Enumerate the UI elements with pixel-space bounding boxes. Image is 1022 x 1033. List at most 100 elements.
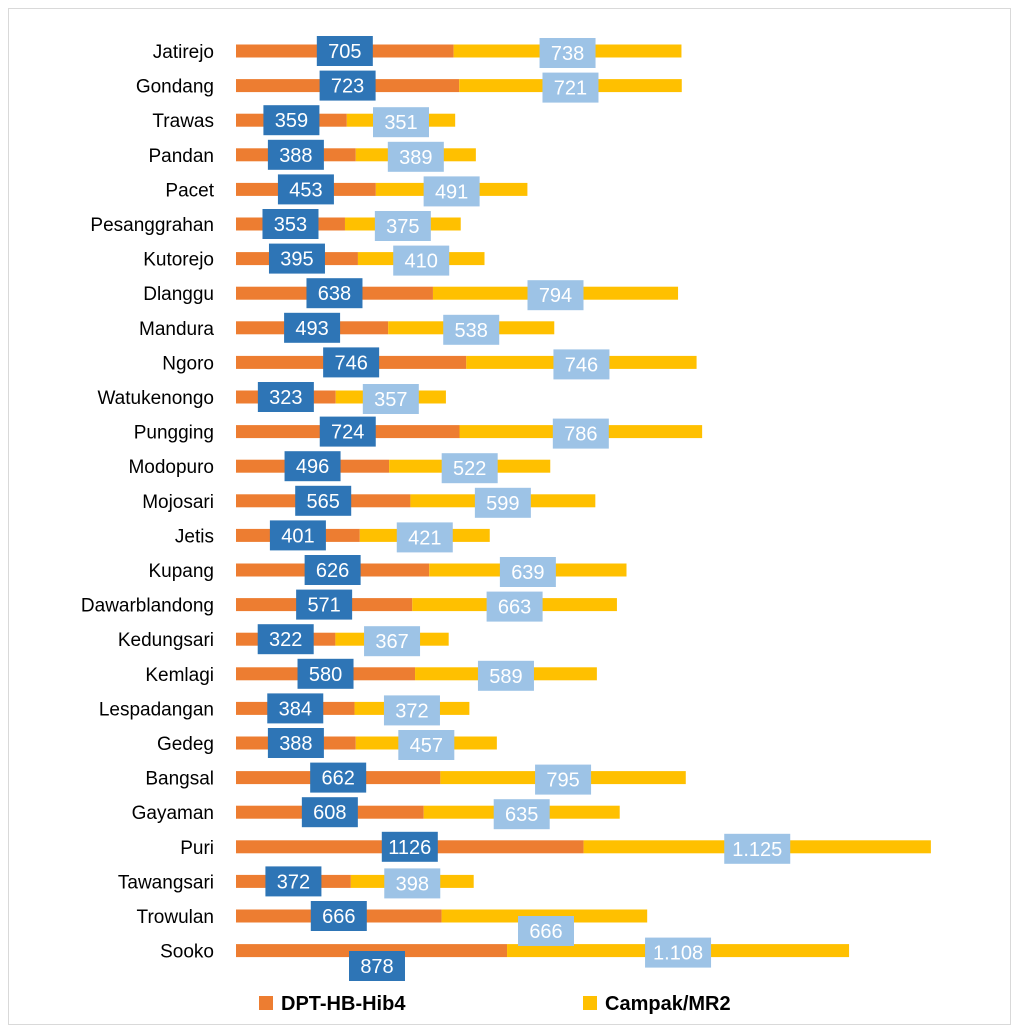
data-label-dpt: 388 (279, 733, 312, 755)
data-label-campak: 357 (374, 389, 407, 411)
category-label: Mandura (139, 319, 214, 340)
data-label-dpt: 384 (279, 698, 312, 720)
legend-label-campak: Campak/MR2 (605, 993, 731, 1015)
category-label: Tawangsari (118, 872, 214, 893)
data-label-dpt: 565 (307, 491, 340, 513)
data-label-dpt: 395 (280, 249, 313, 271)
data-label-box-campak (493, 799, 550, 830)
data-label-box-campak (474, 487, 531, 518)
data-label-box-dpt (295, 485, 352, 516)
data-label-campak: 1.125 (732, 839, 782, 861)
data-label-box-campak (645, 937, 712, 968)
data-label-campak: 794 (539, 285, 572, 307)
category-label: Pacet (165, 180, 214, 201)
data-label-box-dpt (267, 728, 324, 758)
data-label-box-dpt (277, 174, 334, 205)
data-label-dpt: 493 (295, 318, 328, 340)
data-label-dpt: 724 (331, 422, 364, 444)
category-label: Puri (180, 838, 214, 859)
data-label-dpt: 723 (331, 76, 364, 98)
data-label-dpt: 626 (316, 560, 349, 582)
data-label-dpt: 662 (321, 768, 354, 790)
data-label-dpt: 496 (296, 456, 329, 478)
data-label-campak: 639 (511, 562, 544, 584)
data-label-dpt: 878 (360, 956, 393, 978)
data-label-box-dpt (267, 139, 324, 170)
data-label-box-dpt (323, 347, 380, 378)
data-label-dpt: 608 (313, 802, 346, 824)
data-label-box-campak (443, 314, 500, 345)
data-label-box-campak (423, 176, 480, 207)
data-label-box-campak (441, 453, 498, 484)
data-label-box-dpt (306, 278, 363, 309)
data-label-campak: 389 (399, 147, 432, 169)
data-label-campak: 372 (395, 700, 428, 722)
data-label-box-campak (364, 626, 421, 657)
data-label-box-dpt (310, 901, 367, 931)
data-label-box-campak (539, 38, 596, 68)
data-label-campak: 421 (408, 527, 441, 549)
data-label-dpt: 359 (275, 110, 308, 132)
category-label: Bangsal (145, 769, 214, 790)
legend-swatch-campak (583, 996, 597, 1010)
legend-label-dpt: DPT-HB-Hib4 (281, 993, 406, 1015)
category-label: Dawarblandong (81, 596, 214, 617)
category-label: Gondang (136, 77, 214, 98)
data-label-dpt: 1126 (388, 837, 431, 859)
category-label: Kedungsari (118, 630, 214, 651)
category-label: Gayaman (132, 803, 214, 824)
data-label-dpt: 353 (274, 214, 307, 236)
data-label-campak: 666 (529, 921, 562, 943)
data-label-campak: 786 (564, 424, 597, 446)
category-label: Pesanggrahan (90, 215, 214, 236)
data-label-campak: 663 (498, 597, 531, 619)
data-label-box-dpt (296, 589, 353, 620)
data-label-box-campak (387, 141, 444, 172)
data-label-box-campak (552, 418, 609, 449)
data-label-campak: 351 (384, 112, 417, 134)
category-label: Trawas (152, 111, 214, 132)
data-label-box-dpt (284, 312, 341, 343)
category-label: Gedeg (157, 734, 214, 755)
data-label-box-dpt (297, 658, 354, 689)
data-label-campak: 457 (410, 735, 443, 757)
category-label: Kemlagi (145, 665, 214, 686)
category-label: Trowulan (137, 907, 214, 928)
data-label-campak: 721 (554, 78, 587, 100)
data-label-box-campak (396, 522, 453, 553)
data-label-campak: 795 (546, 770, 579, 792)
data-label-campak: 491 (435, 181, 468, 203)
data-label-dpt: 580 (309, 664, 342, 686)
data-label-box-dpt (301, 797, 358, 828)
data-label-box-dpt (381, 831, 438, 862)
category-label: Kutorejo (143, 250, 214, 271)
category-label: Sooko (160, 942, 214, 963)
data-label-campak: 1.108 (653, 943, 703, 965)
data-label-box-campak (362, 384, 419, 414)
data-label-campak: 599 (486, 493, 519, 515)
data-label-box-dpt (349, 951, 405, 981)
legend-swatch-dpt (259, 996, 273, 1010)
data-label-box-campak (374, 211, 431, 241)
category-label: Jetis (175, 526, 214, 547)
category-label: Watukenongo (97, 388, 214, 409)
data-label-box-dpt (262, 209, 319, 239)
data-label-box-campak (527, 280, 584, 311)
data-label-box-campak (499, 557, 556, 587)
data-label-box-dpt (284, 451, 341, 482)
category-label: Kupang (148, 561, 214, 582)
data-label-dpt: 401 (281, 525, 314, 547)
data-label-dpt: 638 (318, 283, 351, 305)
data-label-campak: 746 (565, 354, 598, 376)
data-label-box-campak (553, 349, 610, 380)
data-label-box-campak (486, 591, 543, 622)
category-label: Modopuro (128, 457, 214, 478)
category-labels: Jatirejo Gondang Trawas Pandan Pacet Pesanggr… (81, 42, 215, 963)
data-label-box-dpt (269, 520, 326, 551)
data-label-campak: 589 (489, 666, 522, 688)
data-label-campak: 635 (505, 804, 538, 826)
data-label-campak: 522 (453, 458, 486, 480)
data-label-box-dpt (263, 105, 320, 136)
data-label-box-campak (542, 72, 599, 103)
